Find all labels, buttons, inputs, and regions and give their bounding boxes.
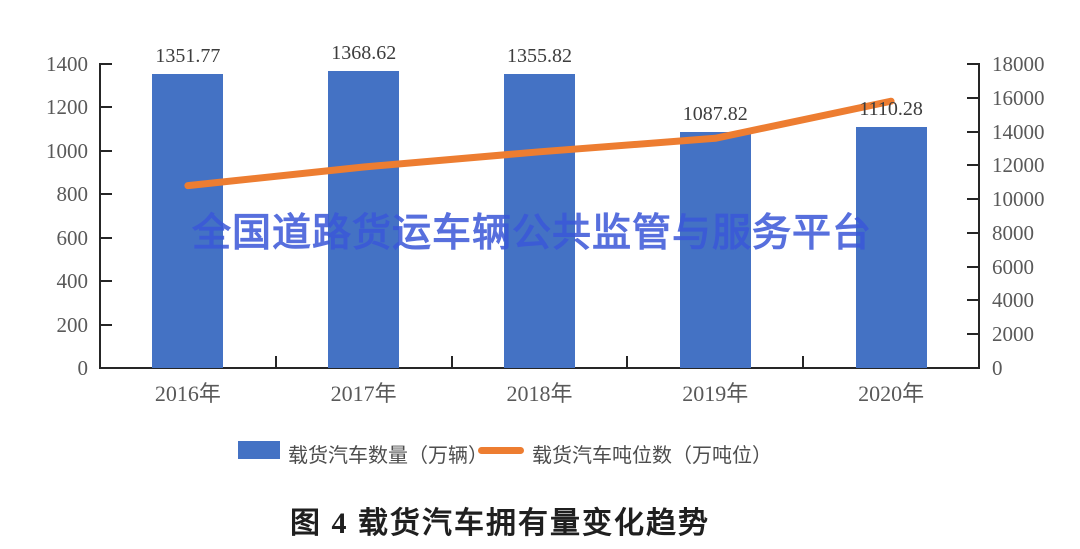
- left-y-axis-tick-mark: [100, 280, 112, 283]
- legend-bar-swatch-icon: [238, 441, 280, 459]
- legend-label-tonnage: 载货汽车吨位数（万吨位）: [532, 445, 772, 467]
- right-y-axis-tick-label: 6000: [992, 254, 1034, 279]
- right-y-axis-tick-label: 16000: [992, 85, 1045, 110]
- x-axis-label-2017年: 2017年: [330, 381, 397, 406]
- right-y-axis-tick-mark: [967, 198, 979, 201]
- figure-caption: 图 4 载货汽车拥有量变化趋势: [290, 507, 710, 540]
- left-y-axis-tick-label: 200: [56, 312, 89, 337]
- left-y-axis-tick-mark: [100, 323, 112, 326]
- right-y-axis-tick-mark: [967, 63, 979, 65]
- right-y-axis-tick-label: 2000: [992, 322, 1034, 347]
- right-y-axis-tick-label: 4000: [992, 288, 1034, 313]
- legend-line-swatch-icon: [478, 447, 524, 454]
- right-y-axis-tick-label: 8000: [992, 220, 1034, 245]
- left-y-axis-tick-label: 800: [56, 182, 89, 207]
- right-y-axis-tick-label: 0: [992, 356, 1003, 380]
- bar-value-label: 1087.82: [682, 102, 748, 125]
- chart-legend: 载货汽车数量（万辆） 载货汽车吨位数（万吨位）: [0, 436, 1080, 467]
- left-y-axis-tick-mark: [100, 193, 112, 196]
- right-y-axis-tick-mark: [967, 367, 979, 369]
- left-y-axis-line: [99, 63, 101, 369]
- right-y-axis-tick-mark: [967, 265, 979, 268]
- x-axis-line: [99, 367, 980, 369]
- left-y-axis-tick-label: 1200: [46, 95, 88, 120]
- right-y-axis-tick-label: 12000: [992, 153, 1045, 178]
- right-y-axis-tick-mark: [967, 130, 979, 133]
- left-y-axis-tick-mark: [100, 106, 112, 109]
- bar-value-label: 1351.77: [155, 45, 221, 68]
- x-axis-label-2020年: 2020年: [858, 381, 925, 406]
- left-y-axis-tick-label: 1000: [46, 138, 88, 163]
- plot-area: 0 200 400 600 800 1000 1200 1400 0 2000 4000 6000 80…: [46, 41, 1045, 406]
- x-axis-tick-mark: [802, 356, 805, 368]
- right-y-axis-tick-mark: [967, 96, 979, 99]
- left-y-axis-tick-label: 1400: [46, 52, 88, 76]
- x-axis-tick-mark: [274, 356, 277, 368]
- left-y-axis-tick-label: 400: [56, 269, 89, 294]
- right-y-axis-tick-label: 18000: [992, 52, 1045, 76]
- right-y-axis-tick-label: 10000: [992, 187, 1045, 212]
- x-axis-tick-mark: [450, 356, 453, 368]
- left-y-axis-tick-label: 0: [77, 356, 89, 380]
- right-y-axis-tick-mark: [967, 164, 979, 167]
- x-axis-label-2019年: 2019年: [682, 381, 749, 406]
- right-y-axis-tick-label: 14000: [992, 119, 1045, 144]
- right-y-axis-tick-mark: [967, 299, 979, 302]
- x-axis-label-2016年: 2016年: [154, 381, 221, 406]
- watermark-text: 全国道路货运车辆公共监管与服务平台: [192, 212, 873, 255]
- bar-value-label: 1355.82: [507, 44, 572, 67]
- left-y-axis-tick-mark: [100, 63, 112, 65]
- bar-value-label: 1110.28: [859, 97, 923, 120]
- right-y-axis-line: [978, 63, 980, 369]
- bar-value-label: 1368.62: [331, 41, 397, 64]
- left-y-axis-tick-mark: [100, 149, 112, 152]
- x-axis-tick-mark: [626, 356, 629, 368]
- left-y-axis-tick-label: 600: [56, 225, 89, 250]
- left-y-axis-tick-mark: [100, 236, 112, 239]
- right-y-axis-tick-mark: [967, 231, 979, 234]
- x-axis-label-2018年: 2018年: [506, 381, 573, 406]
- left-y-axis-tick-mark: [100, 367, 112, 369]
- right-y-axis-tick-mark: [967, 333, 979, 336]
- legend-label-truck-count: 载货汽车数量（万辆）: [288, 445, 488, 467]
